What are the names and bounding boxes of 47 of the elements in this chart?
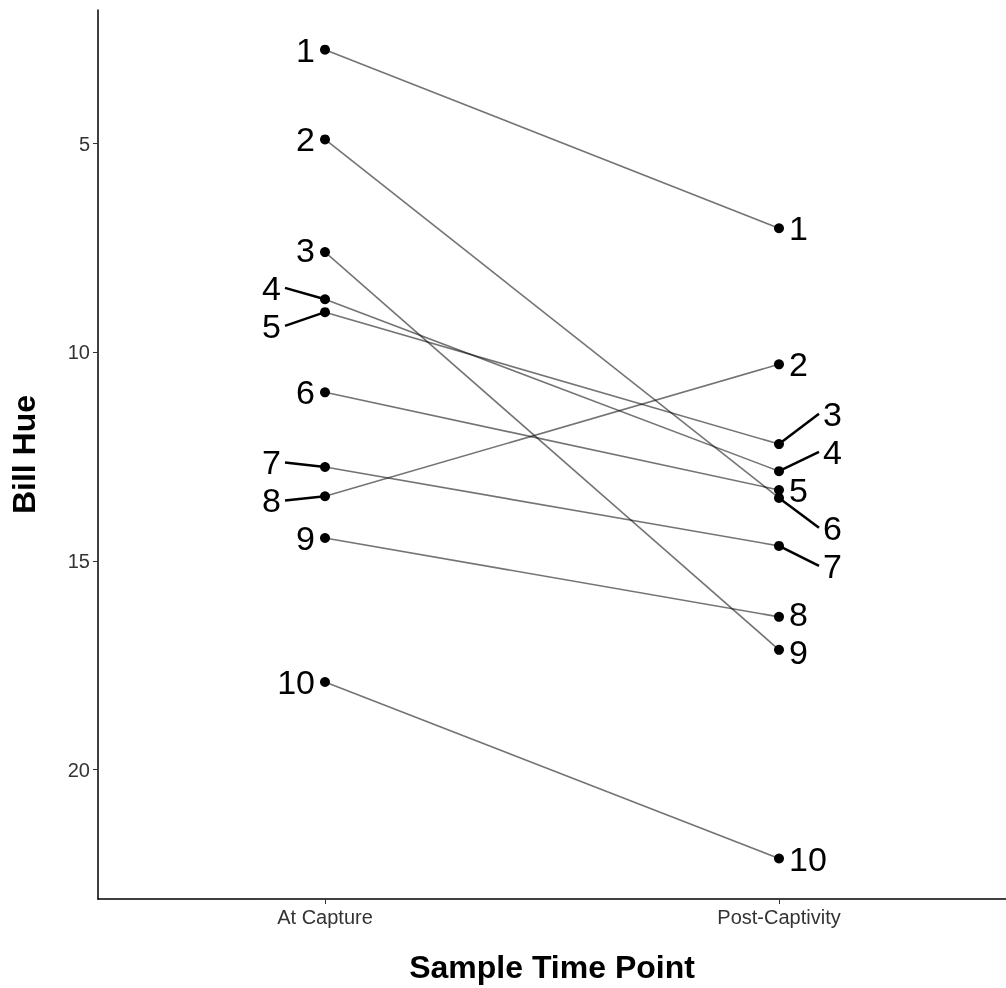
point	[320, 247, 330, 258]
annotation: 5	[789, 470, 808, 509]
point	[320, 307, 330, 318]
annotation: 4	[823, 432, 842, 471]
point	[774, 439, 784, 450]
point	[320, 491, 330, 502]
x-tick-label: Post-Captivity	[717, 906, 841, 928]
annotation: 3	[296, 230, 315, 269]
annotation: 9	[296, 519, 315, 558]
annotation: 6	[296, 373, 315, 412]
annotation: 3	[823, 394, 842, 433]
annotation: 7	[823, 546, 842, 585]
x-axis-title: Sample Time Point	[409, 949, 696, 985]
point	[774, 611, 784, 622]
point	[320, 134, 330, 145]
point	[774, 484, 784, 495]
point	[320, 462, 330, 473]
annotation: 8	[262, 481, 281, 520]
annotation: 1	[296, 30, 315, 69]
point	[774, 223, 784, 234]
point	[774, 644, 784, 655]
annotation: 9	[789, 633, 808, 672]
point	[774, 853, 784, 864]
annotation: 7	[262, 443, 281, 482]
annotation: 5	[262, 306, 281, 345]
y-tick-label: 15	[67, 549, 90, 572]
y-axis-title: Bill Hue	[6, 394, 42, 515]
y-tick-label: 20	[67, 758, 90, 781]
y-tick-label: 5	[78, 132, 90, 155]
annotation: 4	[262, 268, 281, 307]
annotation: 10	[277, 662, 315, 701]
point	[320, 387, 330, 398]
x-tick-label: At Capture	[277, 906, 373, 928]
point	[774, 540, 784, 551]
annotation: 2	[789, 345, 808, 384]
annotation: 6	[823, 508, 842, 547]
point	[774, 466, 784, 477]
point	[320, 676, 330, 687]
annotation: 10	[789, 839, 827, 878]
annotation: 2	[296, 120, 315, 159]
annotation: 1	[789, 209, 808, 248]
point	[320, 532, 330, 543]
point	[774, 359, 784, 370]
point	[320, 44, 330, 55]
point	[320, 294, 330, 305]
annotation: 8	[789, 595, 808, 634]
y-tick-label: 10	[67, 341, 90, 364]
